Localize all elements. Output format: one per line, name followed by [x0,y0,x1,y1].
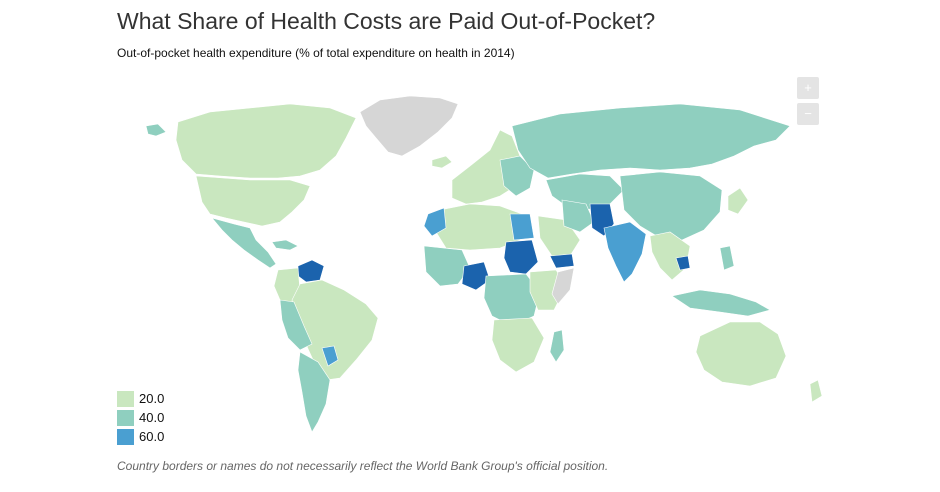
page-title: What Share of Health Costs are Paid Out-… [117,8,656,34]
region-venezuela[interactable] [297,259,325,283]
legend-item: 40.0 [117,408,164,427]
region-southern-cone[interactable] [297,351,331,433]
region-egypt[interactable] [509,213,535,241]
region-iceland[interactable] [431,155,453,169]
region-china[interactable] [619,171,723,241]
region-india[interactable] [603,221,647,283]
legend-label: 60.0 [139,429,165,444]
region-indonesia[interactable] [671,289,771,317]
region-somalia[interactable] [551,267,575,305]
disclaimer-note: Country borders or names do not necessar… [117,459,609,473]
region-sudan[interactable] [503,239,539,275]
region-cambodia[interactable] [675,255,691,271]
region-russia[interactable] [511,103,791,179]
region-paraguay[interactable] [321,345,339,367]
legend-label: 40.0 [139,410,165,425]
region-caribbean[interactable] [271,239,299,251]
legend-item: 20.0 [117,389,164,408]
legend-item: 60.0 [117,427,164,446]
region-greenland[interactable] [359,95,459,157]
region-australia[interactable] [695,321,787,387]
zoom-out-button[interactable]: − [797,103,819,125]
region-iran[interactable] [561,199,595,233]
region-madagascar[interactable] [549,329,565,363]
legend-label: 20.0 [139,391,165,406]
region-morocco[interactable] [423,207,447,237]
region-peru-bolivia[interactable] [279,299,313,351]
region-west-africa[interactable] [423,245,471,287]
region-philippines[interactable] [719,245,735,271]
legend-swatch-high [117,428,134,445]
region-yemen[interactable] [549,253,575,269]
region-new-zealand[interactable] [809,379,823,403]
region-usa[interactable] [195,175,311,227]
region-southern-africa[interactable] [491,317,545,373]
map-legend: 20.0 40.0 60.0 [117,389,164,446]
region-eastern-europe[interactable] [499,155,535,197]
region-alaska[interactable] [145,123,167,137]
legend-swatch-mid [117,409,134,426]
region-mexico-central-america[interactable] [211,217,277,269]
legend-swatch-low [117,390,134,407]
region-japan-korea[interactable] [727,187,749,215]
region-nigeria[interactable] [461,261,491,291]
zoom-in-button[interactable]: + [797,77,819,99]
page-subtitle: Out-of-pocket health expenditure (% of t… [117,46,515,60]
region-canada[interactable] [175,103,357,179]
